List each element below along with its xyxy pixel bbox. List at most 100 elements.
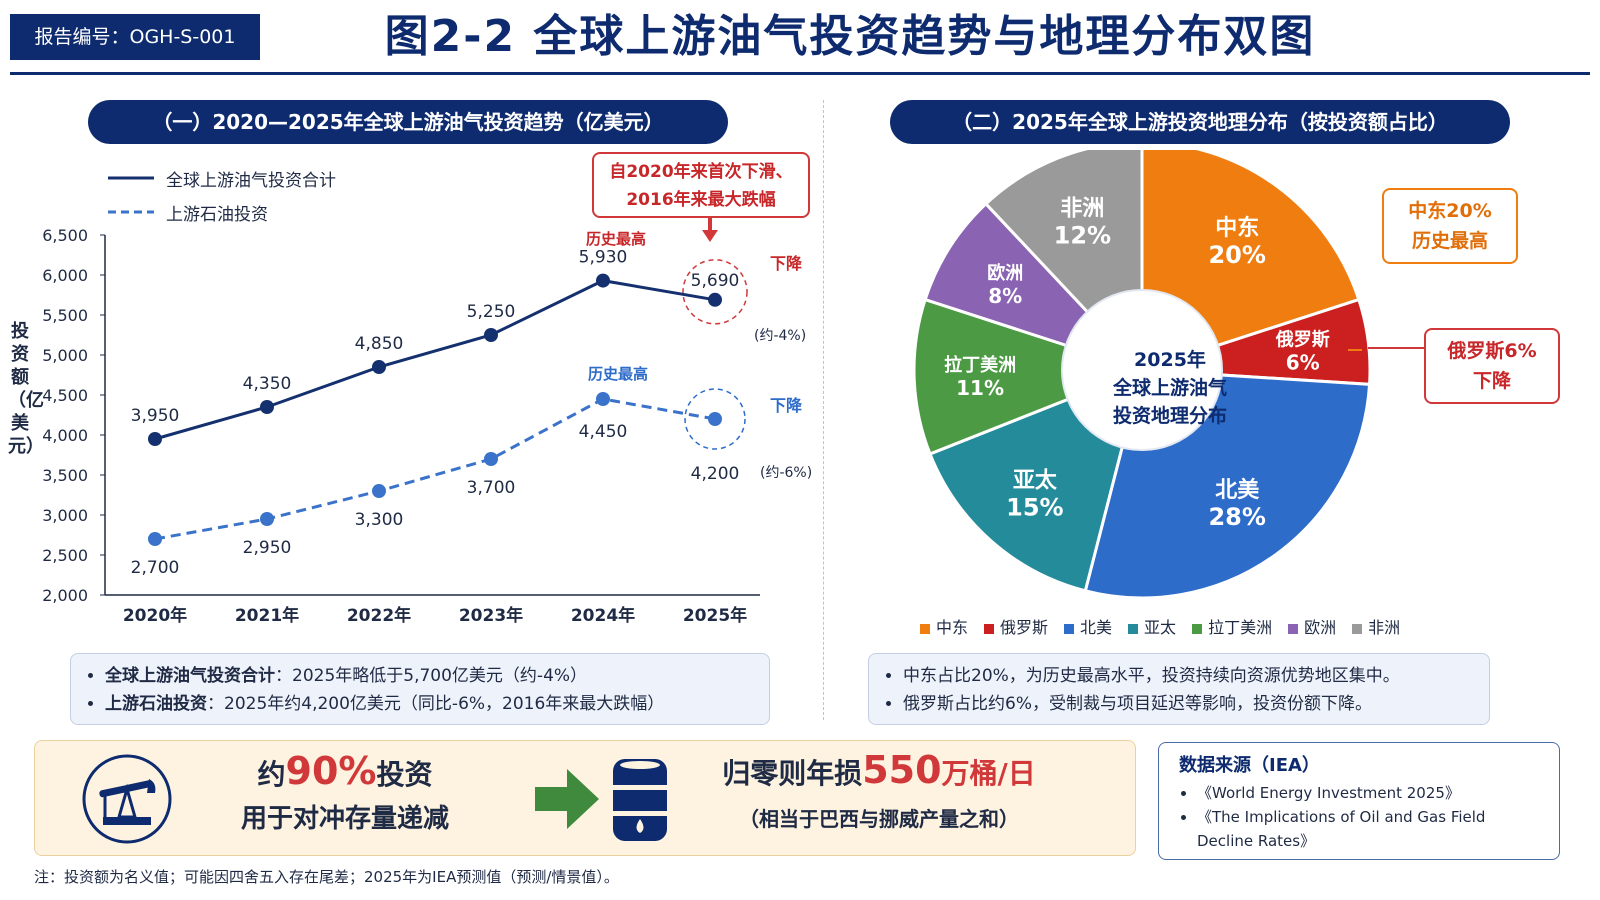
- x-tick-label: 2025年: [683, 605, 747, 626]
- trend-notes: 全球上游油气投资合计：2025年略低于5,700亿美元（约-4%） 上游石油投资…: [70, 653, 770, 725]
- pie-legend-item: 北美: [1064, 618, 1112, 637]
- peak-label-total: 历史最高: [586, 230, 647, 248]
- panel-divider: [823, 100, 824, 720]
- page-title: 图2-2 全球上游油气投资趋势与地理分布双图: [384, 11, 1316, 62]
- data-label-total: 5,250: [467, 302, 516, 322]
- russia-callout: 俄罗斯6% 下降: [1424, 328, 1560, 404]
- series-line-total: [154, 279, 716, 441]
- pie-legend-label: 俄罗斯: [1000, 618, 1049, 637]
- footnote: 注：投资额为名义值；可能因四舍五入存在尾差；2025年为IEA预测值（预测/情景…: [34, 868, 619, 886]
- line-chart-section-title: （一）2020—2025年全球上游油气投资趋势（亿美元）: [88, 100, 728, 144]
- pie-slice-name: 北美: [1215, 477, 1260, 503]
- y-tick-label: 6,500: [42, 226, 88, 245]
- pie-legend-label: 北美: [1080, 618, 1113, 637]
- data-label-oil: 2,700: [131, 558, 180, 578]
- trend-note-bold: 全球上游油气投资合计: [105, 666, 275, 686]
- y-tick-label: 4,000: [42, 426, 88, 445]
- pie-slice-name: 亚太: [1013, 469, 1058, 494]
- y-tick-label: 2,000: [42, 586, 88, 605]
- data-label-total: 3,950: [131, 406, 180, 426]
- trend-note-text: ：2025年约4,200亿美元（同比-6%，2016年来最大跌幅）: [207, 694, 665, 714]
- x-tick-label: 2021年: [235, 605, 299, 626]
- pie-slice-percent: 12%: [1054, 221, 1111, 249]
- pie-legend-label: 中东: [936, 618, 969, 637]
- legend-swatch-dashed: [108, 210, 154, 214]
- data-label-oil: 4,200: [691, 464, 740, 484]
- pie-slice-percent: 6%: [1286, 351, 1320, 375]
- russia-callout-line2: 下降: [1472, 370, 1511, 392]
- pie-legend-swatch: [1192, 623, 1203, 634]
- pie-center-label: 2025年 全球上游油气 投资地理分布: [1090, 346, 1250, 430]
- y-tick-label: 5,500: [42, 306, 88, 325]
- pie-legend-label: 非洲: [1368, 618, 1401, 637]
- data-point-total: [260, 400, 274, 414]
- pie-legend-swatch: [920, 623, 930, 634]
- middle-east-callout-line2: 历史最高: [1411, 230, 1488, 252]
- hedge-fact-post: 投资: [376, 758, 433, 791]
- data-point-oil: [484, 452, 498, 466]
- pie-slice: [912, 297, 1147, 456]
- pct-label-total: (约-4%): [754, 328, 807, 344]
- pie-slice-name: 欧洲: [987, 262, 1023, 284]
- pie-legend-item: 中东: [920, 618, 968, 637]
- data-point-total: [372, 360, 386, 374]
- peak-label-oil: 历史最高: [588, 365, 649, 383]
- data-label-oil: 3,300: [355, 510, 404, 530]
- y-tick-label: 2,500: [42, 546, 88, 565]
- pie-legend-item: 欧洲: [1288, 618, 1336, 637]
- trend-note-bold: 上游石油投资: [105, 694, 207, 714]
- pie-legend-swatch: [1288, 623, 1299, 634]
- pie-slice-percent: 28%: [1208, 503, 1265, 531]
- data-source-item: 《World Energy Investment 2025》: [1197, 781, 1539, 805]
- hedge-fact-number: 90%: [285, 749, 377, 793]
- x-tick-label: 2024年: [571, 605, 635, 626]
- data-source-list: 《World Energy Investment 2025》 《The Impl…: [1179, 781, 1539, 853]
- pie-slice-percent: 20%: [1208, 241, 1265, 269]
- legend-item-oil: 上游石油投资: [108, 200, 398, 225]
- pie-slice-percent: 8%: [988, 284, 1022, 308]
- pie-center-line1: 2025年: [1134, 349, 1206, 371]
- pie-slice-name: 中东: [1215, 215, 1259, 241]
- highlight-circle-total: [682, 259, 748, 325]
- callout-arrow-head: [702, 230, 718, 242]
- y-tick-label: 4,500: [42, 386, 88, 405]
- data-point-oil: [260, 512, 274, 526]
- decline-label-oil: 下降: [770, 396, 803, 415]
- pie-legend-swatch: [1352, 623, 1363, 634]
- data-label-total: 5,690: [691, 271, 740, 291]
- loss-fact-number: 550: [862, 748, 942, 792]
- middle-east-callout: 中东20% 历史最高: [1382, 188, 1518, 264]
- loss-fact-pre: 归零则年损: [722, 757, 863, 790]
- pie-slice-percent: 11%: [956, 376, 1004, 400]
- data-point-total: [596, 273, 610, 288]
- pie-legend-label: 拉丁美洲: [1208, 618, 1273, 637]
- data-point-oil: [148, 532, 162, 546]
- hedge-fact-pre: 约: [257, 758, 286, 791]
- line-chart: 2,000 2,500 3,000 3,500 4,000 4,500 5,000 5,500…: [42, 218, 760, 626]
- russia-callout-line1: 俄罗斯6%: [1447, 340, 1537, 362]
- pie-slice-percent: 15%: [1006, 494, 1063, 522]
- data-label-total: 4,350: [243, 374, 292, 394]
- pie-slice-name: 俄罗斯: [1275, 329, 1330, 351]
- pie-legend-item: 亚太: [1128, 618, 1176, 637]
- title-divider: [10, 72, 1590, 75]
- data-label-oil: 3,700: [467, 478, 516, 498]
- pie-legend-label: 亚太: [1144, 618, 1177, 637]
- pie-legend: 中东 俄罗斯 北美 亚太 拉丁美洲 欧洲 非洲: [920, 614, 1520, 638]
- right-arrow-icon: [535, 769, 599, 829]
- data-source-box: 数据来源（IEA） 《World Energy Investment 2025》…: [1158, 742, 1560, 860]
- pie-slice-name: 拉丁美洲: [944, 354, 1016, 376]
- decline-callout: 自2020年来首次下滑、 2016年来最大跌幅: [592, 152, 810, 218]
- legend-swatch-solid: [108, 176, 154, 180]
- y-tick-label: 3,000: [42, 506, 88, 525]
- data-label-oil: 4,450: [579, 422, 628, 442]
- legend-item-total: 全球上游油气投资合计: [108, 166, 398, 191]
- pie-legend-swatch: [984, 623, 995, 634]
- series-line-oil: [154, 397, 716, 541]
- distribution-note-item: 俄罗斯占比约6%，受制裁与项目延迟等影响，投资份额下降。: [903, 690, 1473, 718]
- data-label-total: 5,930: [579, 248, 628, 268]
- x-tick-label: 2022年: [347, 605, 411, 626]
- x-tick-label: 2023年: [459, 605, 523, 626]
- y-tick-label: 5,000: [42, 346, 88, 365]
- pie-slice-name: 非洲: [1060, 196, 1104, 221]
